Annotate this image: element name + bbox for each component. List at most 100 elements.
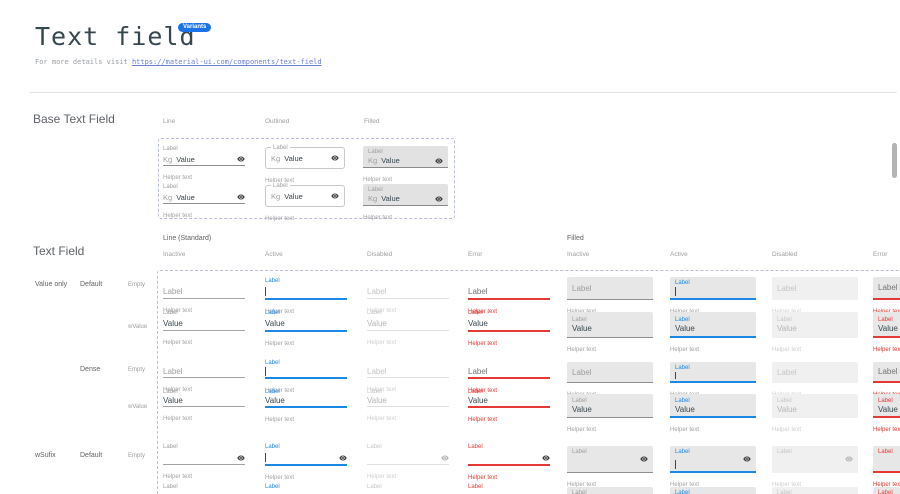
line-default-empty-inactive-textfield[interactable]: Label Helper text: [163, 277, 245, 317]
visibility-icon[interactable]: [845, 455, 853, 463]
field-helper: Helper text: [670, 347, 700, 353]
field-label: Label: [675, 490, 690, 494]
line-wsufix-empty-error-textfield[interactable]: Label Helper text: [468, 443, 550, 484]
field-helper: Helper text: [567, 482, 597, 488]
line-wsufix-empty-disabled-textfield[interactable]: Label Helper text: [367, 443, 449, 483]
line-default-wvalue-inactive-textfield[interactable]: Label Value Helper text: [163, 309, 245, 349]
field-underline: [265, 298, 347, 300]
visibility-icon[interactable]: [640, 455, 648, 463]
base-line-textfield[interactable]: Label Kg Value Helper text: [163, 145, 245, 184]
line-default-wvalue-active-textfield[interactable]: Label Value Helper text: [265, 309, 347, 350]
base-outlined-textfield[interactable]: Label Kg Value Helper text: [265, 182, 345, 225]
visibility-icon[interactable]: [237, 193, 245, 201]
visibility-icon[interactable]: [331, 192, 339, 200]
base-col-outlined: Outlined: [265, 118, 290, 125]
line-dense-wvalue-inactive-textfield[interactable]: Label Value Helper text: [163, 388, 245, 425]
field-label: Label: [675, 397, 690, 404]
field-label: Label: [675, 280, 690, 286]
field-helper: Helper text: [670, 427, 700, 433]
filled-wsufix-empty-inactive-textfield[interactable]: Label Helper text: [567, 446, 653, 491]
line-dense-wvalue-error-textfield[interactable]: Label Value Helper text: [468, 388, 550, 426]
line-dense-wvalue-active-textfield[interactable]: Label Value Helper text: [265, 388, 347, 426]
field-prefix: Kg: [271, 191, 281, 201]
visibility-icon[interactable]: [237, 155, 245, 163]
visibility-icon[interactable]: [435, 157, 443, 165]
field-label: Label: [265, 484, 280, 490]
filled-default-wvalue-inactive-textfield[interactable]: Label Value Helper text: [567, 312, 653, 356]
field-helper: Helper text: [265, 417, 295, 423]
field-label: Label: [572, 490, 587, 494]
line-wsufix-empty-inactive-textfield[interactable]: Label Helper text: [163, 443, 245, 483]
field-label: Label: [163, 367, 183, 376]
line-default-wvalue-error-textfield[interactable]: Label Value Helper text: [468, 309, 550, 350]
field-underline: [367, 406, 449, 407]
filled-dense-wvalue-error-textfield[interactable]: Label Value Helper text: [873, 394, 900, 436]
material-ui-link[interactable]: https://material-ui.com/components/text-…: [131, 58, 322, 66]
line-default-empty-disabled-textfield[interactable]: Label Helper text: [367, 277, 449, 317]
field-underline: [468, 330, 550, 332]
filled-wsufix-wvalue-inactive-textfield[interactable]: Label: [567, 487, 653, 494]
line-wsufix-wvalue-error-textfield[interactable]: Label: [468, 483, 550, 491]
line-dense-empty-active-textfield[interactable]: Label Helper text: [265, 359, 347, 397]
row-label-default: Default: [80, 281, 103, 288]
filled-wsufix-empty-disabled-textfield[interactable]: Label Helper text: [772, 446, 858, 491]
filled-wsufix-wvalue-active-textfield[interactable]: Label: [670, 487, 756, 494]
visibility-icon[interactable]: [237, 454, 245, 462]
line-wsufix-wvalue-inactive-textfield[interactable]: Label: [163, 483, 245, 491]
visibility-icon[interactable]: [441, 454, 449, 462]
field-value: Value: [572, 405, 592, 414]
field-label: Label: [468, 444, 483, 450]
field-label: Label: [271, 144, 290, 152]
field-underline: [163, 406, 245, 407]
row-label-value-only: Value only: [35, 281, 68, 288]
field-label: Label: [878, 490, 893, 494]
filled-default-wvalue-disabled-textfield[interactable]: Label Value Helper text: [772, 312, 858, 356]
field-label: Label: [878, 449, 893, 455]
field-underline: [468, 377, 550, 379]
line-dense-empty-inactive-textfield[interactable]: Label Helper text: [163, 359, 245, 396]
filled-wsufix-empty-active-textfield[interactable]: Label Helper text: [670, 446, 756, 491]
field-helper: Helper text: [163, 474, 193, 480]
line-default-empty-active-textfield[interactable]: Label Helper text: [265, 277, 347, 318]
visibility-icon[interactable]: [743, 455, 751, 463]
base-line-textfield[interactable]: Label Kg Value Helper text: [163, 183, 245, 222]
line-default-empty-error-textfield[interactable]: Label Helper text: [468, 277, 550, 318]
filled-dense-wvalue-inactive-textfield[interactable]: Label Value Helper text: [567, 394, 653, 436]
line-wsufix-wvalue-active-textfield[interactable]: Label: [265, 483, 347, 491]
filled-wsufix-wvalue-disabled-textfield[interactable]: Label: [772, 487, 858, 494]
field-label: Label: [777, 367, 797, 377]
line-default-wvalue-disabled-textfield[interactable]: Label Value Helper text: [367, 309, 449, 349]
field-value: Value: [777, 324, 797, 333]
field-underline: [468, 406, 550, 408]
field-value: Value: [468, 319, 488, 328]
row-label-wvalue: wValue: [128, 324, 148, 330]
filled-default-wvalue-error-textfield[interactable]: Label Value Helper text: [873, 312, 900, 356]
visibility-icon[interactable]: [435, 195, 443, 203]
line-dense-wvalue-disabled-textfield[interactable]: Label Value Helper text: [367, 388, 449, 425]
field-value: Value: [284, 191, 303, 201]
field-value: Value: [572, 324, 592, 333]
line-wsufix-empty-active-textfield[interactable]: Label Helper text: [265, 443, 347, 484]
field-helper: Helper text: [367, 416, 397, 422]
base-filled-textfield[interactable]: Label Kg Value Helper text: [363, 146, 448, 186]
visibility-icon[interactable]: [331, 154, 339, 162]
visibility-icon[interactable]: [542, 454, 550, 462]
line-dense-empty-disabled-textfield[interactable]: Label Helper text: [367, 359, 449, 396]
line-wsufix-wvalue-disabled-textfield[interactable]: Label: [367, 483, 449, 491]
base-outlined-textfield[interactable]: Label Kg Value Helper text: [265, 144, 345, 187]
filled-dense-wvalue-active-textfield[interactable]: Label Value Helper text: [670, 394, 756, 436]
line-dense-empty-error-textfield[interactable]: Label Helper text: [468, 359, 550, 397]
row-label-empty: Empty: [128, 453, 146, 459]
vertical-scrollbar-thumb[interactable]: [892, 143, 897, 178]
visibility-icon[interactable]: [339, 454, 347, 462]
field-label: Label: [163, 444, 178, 450]
filled-default-wvalue-active-textfield[interactable]: Label Value Helper text: [670, 312, 756, 356]
filled-wsufix-empty-error-textfield[interactable]: Label Helper text: [873, 446, 900, 491]
field-label: Label: [367, 444, 382, 450]
state-col-head: Inactive: [163, 251, 186, 258]
field-label: Label: [468, 287, 488, 296]
filled-wsufix-wvalue-error-textfield[interactable]: Label: [873, 487, 900, 494]
base-filled-textfield[interactable]: Label Kg Value Helper text: [363, 184, 448, 224]
field-label: Label: [675, 449, 690, 455]
filled-dense-wvalue-disabled-textfield[interactable]: Label Value Helper text: [772, 394, 858, 436]
